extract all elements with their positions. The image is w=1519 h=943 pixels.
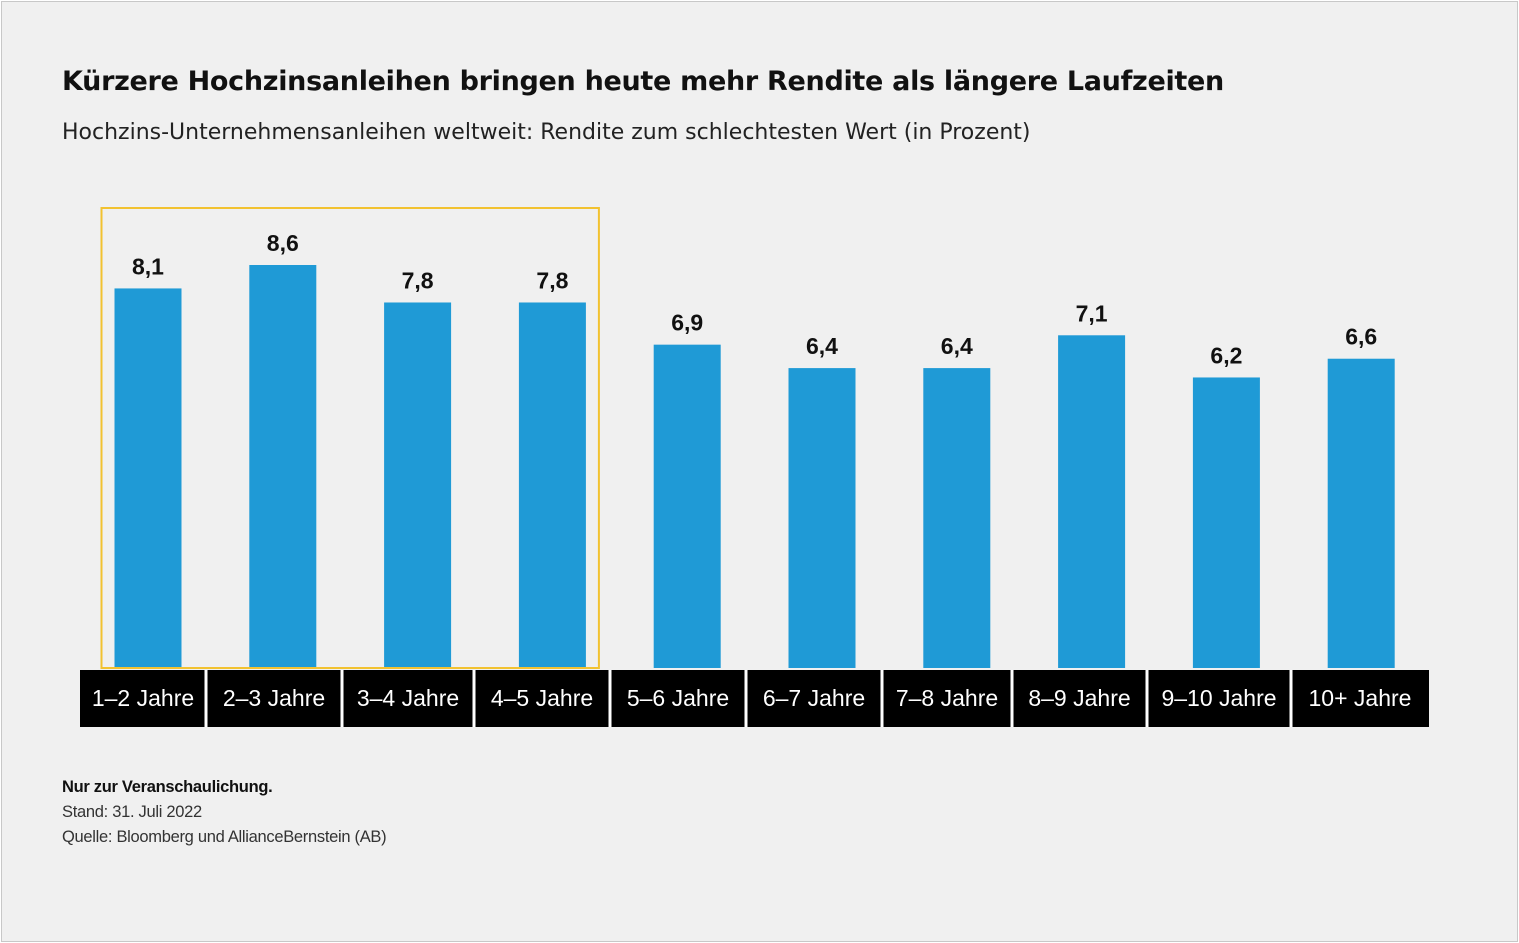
category-label-cell [746,670,882,727]
category-label: 10+ Jahre [1309,685,1412,711]
category-separator [608,670,612,727]
illustration-note: Nur zur Veranschaulichung. [62,778,273,796]
category-label: 8–9 Jahre [1028,685,1130,711]
data-label: 8,6 [267,230,299,256]
bar [1327,358,1395,668]
category-label-cell [1012,670,1147,727]
bar [1192,377,1260,668]
chart-title: Kürzere Hochzinsanleihen bringen heute m… [62,66,1224,97]
category-separator [1010,670,1014,727]
bar [249,265,317,668]
category-label: 4–5 Jahre [491,685,593,711]
category-label-cell [80,670,206,727]
category-label-cell [342,670,474,727]
bar [788,368,856,668]
category-label-cell [610,670,746,727]
category-label: 1–2 Jahre [92,685,194,711]
highlight-box [100,207,600,669]
category-label: 5–6 Jahre [627,685,729,711]
category-label: 7–8 Jahre [896,685,998,711]
category-label-cell [882,670,1012,727]
footnotes: Nur zur Veranschaulichung. Stand: 31. Ju… [62,775,387,850]
bar [1058,335,1126,668]
category-separator [204,670,208,727]
category-separator [1145,670,1149,727]
category-separator [340,670,344,727]
category-separator [1289,670,1293,727]
data-label: 7,8 [402,267,434,293]
category-label-cell [474,670,610,727]
data-label: 7,1 [1076,300,1108,326]
category-separator [472,670,476,727]
data-label: 6,2 [1210,342,1242,368]
category-label-cell [206,670,342,727]
bar [923,368,991,668]
data-label: 6,4 [806,333,838,359]
date-note: Stand: 31. Juli 2022 [62,803,202,821]
bar [384,302,452,668]
bar [653,344,721,668]
category-separator [744,670,748,727]
category-label: 9–10 Jahre [1161,685,1276,711]
chart-subtitle: Hochzins-Unternehmensanleihen weltweit: … [62,120,1031,145]
category-label-cell [1291,670,1429,727]
data-label: 8,1 [132,253,164,279]
data-label: 6,9 [671,310,703,336]
bar [518,302,586,668]
data-label: 6,6 [1345,324,1377,350]
data-label: 6,4 [941,333,973,359]
category-label: 3–4 Jahre [357,685,459,711]
bar [114,288,182,668]
category-separator [880,670,884,727]
data-label: 7,8 [536,267,568,293]
category-label: 2–3 Jahre [223,685,325,711]
category-label-cell [1147,670,1291,727]
source-note: Quelle: Bloomberg und AllianceBernstein … [62,828,387,846]
category-label: 6–7 Jahre [763,685,865,711]
